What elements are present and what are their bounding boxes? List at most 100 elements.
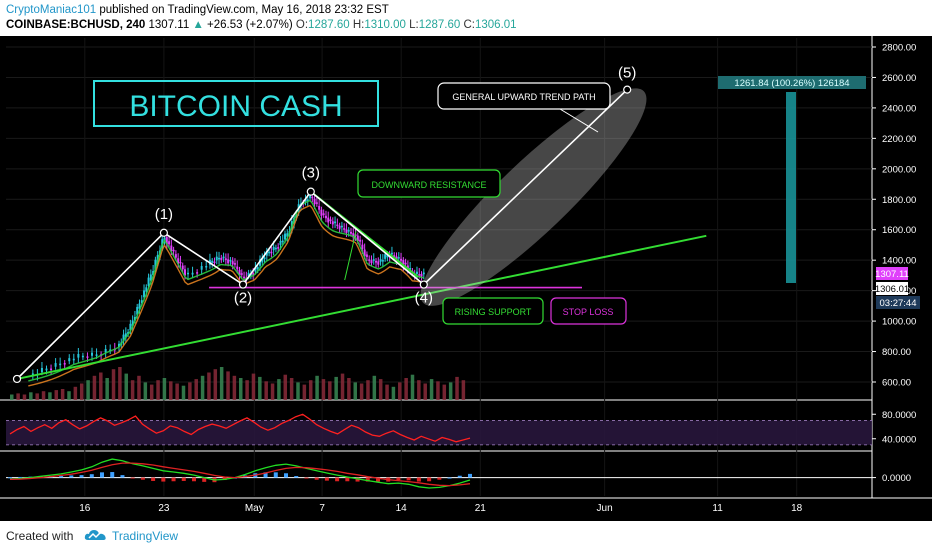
- candle: [147, 277, 150, 287]
- volume-bar: [270, 383, 275, 400]
- wave-point: [12, 374, 22, 384]
- volume-bars: [10, 367, 466, 400]
- volume-bar: [378, 379, 383, 400]
- chart-title: BITCOIN CASH: [129, 90, 342, 123]
- candle: [179, 261, 182, 264]
- countdown-tag-text: 03:27:44: [880, 298, 917, 309]
- candle: [231, 261, 234, 265]
- candle: [170, 245, 173, 252]
- candle: [205, 265, 208, 268]
- date-tick-label: 14: [396, 503, 408, 514]
- volume-bar: [111, 369, 116, 400]
- candle: [187, 272, 190, 275]
- tradingview-brand[interactable]: TradingView: [112, 529, 179, 543]
- measure-label: 1261.84 (100.26%) 126184: [734, 78, 849, 89]
- macd-histogram-bar: [69, 475, 74, 478]
- volume-bar: [385, 384, 389, 400]
- volume-bar: [398, 382, 402, 400]
- symbol-label: COINBASE:BCHUSD, 240: [6, 19, 146, 31]
- volume-bar: [455, 376, 459, 400]
- volume-bar: [22, 394, 27, 400]
- candle: [363, 249, 366, 257]
- wave-label: (5): [618, 65, 636, 82]
- candle: [227, 259, 230, 264]
- volume-bar: [436, 381, 440, 400]
- candle: [215, 256, 218, 261]
- volume-bar: [67, 391, 71, 400]
- resistance-box: [357, 169, 501, 198]
- high-label: H:: [352, 19, 365, 31]
- upward-trend-ellipse: [420, 88, 647, 306]
- volume-bar: [188, 382, 192, 400]
- candle: [311, 196, 314, 199]
- trading-chart[interactable]: (1) (2) (3) (4) (5) 2800.00 2600.00 2400.00 220…: [0, 36, 932, 521]
- macd-histogram-bar: [284, 473, 288, 478]
- candle: [368, 259, 371, 261]
- date-tick-label: Jun: [597, 503, 613, 514]
- volume-bar: [296, 382, 300, 400]
- volume-bar: [219, 367, 224, 400]
- volume-bar: [194, 379, 198, 400]
- last-price: 1307.11: [148, 19, 190, 31]
- volume-bar: [315, 375, 319, 400]
- macd-histogram-bar: [314, 477, 319, 480]
- candle: [211, 260, 214, 263]
- volume-bar: [118, 367, 122, 400]
- candle: [236, 266, 239, 270]
- volume-bar: [442, 384, 447, 400]
- candle: [404, 262, 407, 265]
- candle: [265, 250, 268, 256]
- volume-bar: [461, 380, 466, 400]
- candle: [118, 343, 121, 348]
- volume-bar: [347, 378, 351, 400]
- volume-bar: [245, 380, 249, 400]
- macd-histogram-bar: [355, 477, 360, 482]
- candle: [418, 274, 421, 276]
- candle: [309, 193, 312, 199]
- moving-average-slow: [28, 204, 425, 387]
- volume-bar: [283, 374, 288, 400]
- candle: [222, 256, 225, 259]
- price-tick-label: 2400.00: [882, 103, 916, 114]
- macd-histogram-bar: [79, 475, 84, 478]
- volume-bar: [169, 381, 173, 400]
- candle: [213, 261, 216, 264]
- candle: [349, 231, 352, 234]
- volume-bar: [54, 390, 59, 400]
- macd-signal-line: [9, 462, 471, 487]
- candle: [390, 252, 393, 255]
- candle: [306, 199, 309, 201]
- volume-bar: [60, 389, 65, 400]
- candle: [181, 265, 184, 270]
- candle: [40, 367, 43, 373]
- macd-histogram-bar: [437, 477, 442, 480]
- macd-histogram-bar: [324, 477, 329, 481]
- candle: [72, 358, 75, 361]
- volume-bar: [73, 386, 78, 400]
- date-tick-label: 23: [158, 503, 170, 514]
- date-tick-label: 16: [79, 503, 91, 514]
- date-tick-label: 11: [712, 503, 723, 514]
- macd-histogram-bar: [110, 472, 115, 478]
- price-tick-label: 600.00: [882, 378, 911, 389]
- low-value: 1287.60: [418, 19, 461, 31]
- candle: [279, 240, 282, 245]
- candle: [395, 256, 398, 261]
- macd-histogram-bar: [89, 474, 94, 478]
- moving-average-fast: [28, 199, 425, 382]
- macd-histogram-bar: [335, 477, 340, 482]
- candle: [359, 239, 362, 242]
- candle: [229, 259, 232, 262]
- candle: [145, 287, 148, 292]
- macd-histogram-bar: [416, 477, 421, 482]
- chart-header: CryptoManiac101 published on TradingView…: [0, 0, 932, 36]
- volume-bar: [175, 383, 179, 400]
- volume-bar: [226, 371, 230, 400]
- candle: [54, 363, 57, 367]
- author-link[interactable]: CryptoManiac101: [6, 4, 97, 16]
- volume-bar: [105, 378, 109, 400]
- wave-point: [419, 280, 428, 289]
- candle: [129, 323, 132, 331]
- macd-histogram-bar: [192, 477, 196, 482]
- candle: [331, 221, 334, 225]
